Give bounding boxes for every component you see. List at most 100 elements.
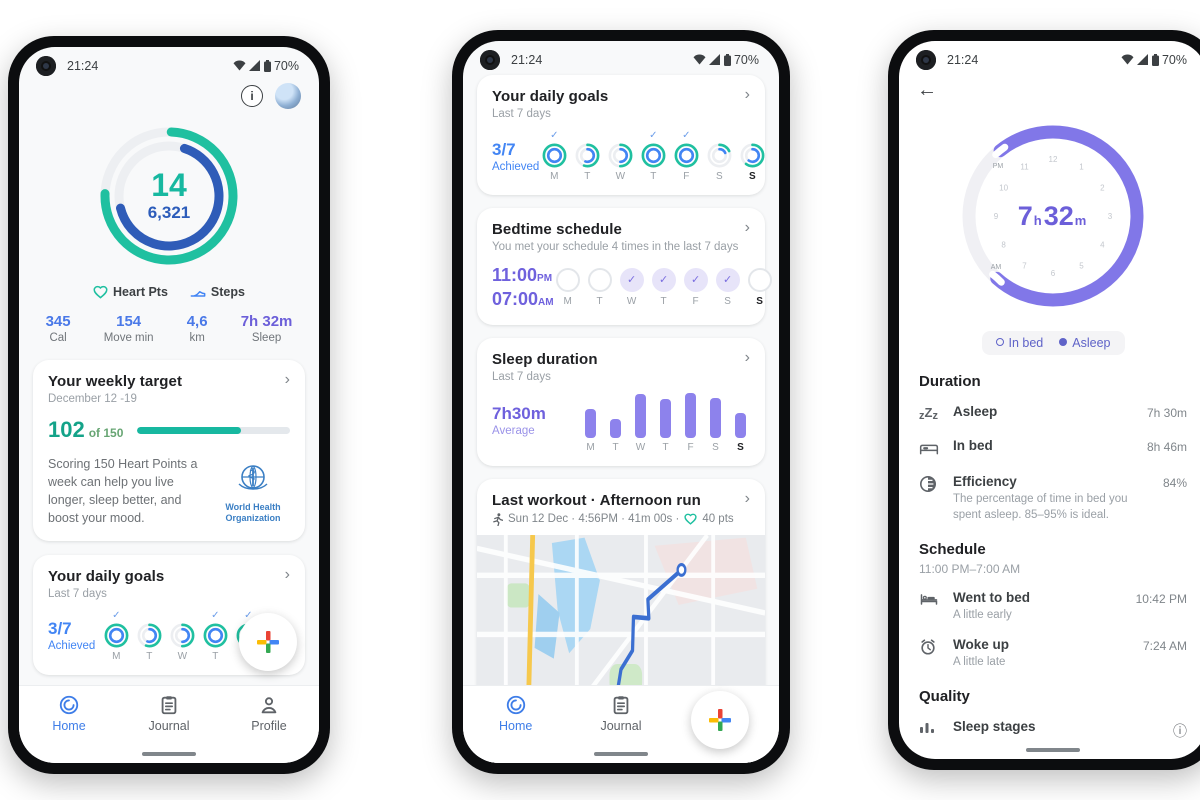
stats-row: 345 Cal 154 Move min 4,6 km 7h 32m Sleep [19,313,319,344]
workout-map[interactable] [477,534,765,763]
nav-home[interactable]: Home [19,694,119,733]
goal-ring [104,623,129,647]
legend-steps-label: Steps [210,285,245,299]
asleep-row[interactable]: zZz Asleep 7h 30m [919,404,1187,424]
went-to-bed-icon [919,590,953,612]
nav-home[interactable]: Home [463,694,568,733]
nav-profile[interactable]: Profile [219,694,319,733]
in-bed-row[interactable]: In bed 8h 46m [919,438,1187,460]
sleep-bar: W [635,389,646,453]
nav-journal-label: Journal [600,719,642,733]
clock-number: 9 [994,212,999,221]
goal-day[interactable]: ✓ F [671,130,701,182]
went-to-bed-row[interactable]: Went to bed A little early 10:42 PM [919,590,1187,623]
bedtime-title: Bedtime schedule [492,221,622,238]
nav-journal[interactable]: Journal [119,694,219,733]
goal-day[interactable]: ✓ S [704,130,734,182]
woke-up-row[interactable]: Woke up A little late 7:24 AM [919,637,1187,670]
bedtime-day-label: T [596,295,603,307]
sleep-clock: 12 1 2 3 4 5 6 7 8 9 10 11 PM AM 7 h 32 m [948,111,1158,321]
goal-check-icon: ✓ [112,609,121,621]
goal-check-icon: ✓ [550,130,559,141]
goal-day[interactable]: ✓ W [605,130,635,182]
in-bed-dot [995,338,1004,346]
goals-score-value: 3/7 [48,619,72,638]
sleep-bar-fill [735,412,746,438]
efficiency-row[interactable]: Efficiency The percentage of time in bed… [919,474,1187,523]
goal-day[interactable]: ✓ T [572,130,602,182]
goal-day-label: W [177,650,188,662]
bedtime-cap [992,143,1009,159]
bottom-nav: Home Journal Profile [19,685,319,763]
add-fab-button[interactable] [239,613,297,671]
sleep-minutes-unit: m [1074,212,1087,228]
route-start-marker [676,562,687,577]
bedtime-day[interactable]: M [554,267,582,307]
sleep-duration-card[interactable]: Sleep duration › Last 7 days 7h30m Avera… [477,337,765,466]
goal-day-label: F [683,171,690,182]
status-bar: 21:24 70% [899,41,1200,69]
who-emblem-icon [238,465,268,491]
weekly-target-card[interactable]: Your weekly target › December 12 -19 102… [33,360,305,541]
goal-day[interactable]: ✓ M [101,610,131,662]
info-icon[interactable]: i [241,85,263,107]
phone-frame-2: 21:24 70% Your daily goals › Last 7 days… [452,30,790,774]
sleep-stages-row[interactable]: Sleep stages ⓘ [919,719,1187,741]
phone3-screen: 21:24 70% ← 12 1 2 3 4 5 6 7 8 9 10 11 PM AM [899,41,1200,759]
goal-check-icon: ✓ [244,609,253,621]
bedtime-day[interactable]: ✓ S [714,267,742,307]
stat-sleep[interactable]: 7h 32m Sleep [241,313,293,344]
goal-day[interactable]: ✓ S [737,130,767,182]
goals-score-label: Achieved [492,160,540,173]
stat-cal[interactable]: 345 Cal [46,313,71,344]
goal-day[interactable]: ✓ T [638,130,668,182]
back-button[interactable]: ← [917,79,937,101]
bedtime-day-circle: ✓ [683,267,708,292]
battery-percent: 70% [1161,52,1187,67]
goal-day[interactable]: ✓ M [539,130,569,182]
bedtime-day[interactable]: ✓ T [650,267,678,307]
goal-ring [608,143,633,168]
avatar[interactable] [275,83,301,109]
quality-title: Quality [919,688,970,706]
activity-rings[interactable]: 14 6,321 [84,111,254,281]
am-label: AM [991,264,1002,271]
wifi-icon [233,60,246,71]
daily-goals-card[interactable]: Your daily goals › Last 7 days 3/7 Achie… [477,75,765,195]
clock-number: 11 [1020,163,1029,172]
bedtime-day[interactable]: ✓ F [682,267,710,307]
rings-legend: Heart Pts Steps [19,285,319,299]
pm-label: PM [993,163,1004,170]
row-value: 7h 30m [1146,406,1187,420]
info-icon[interactable]: ⓘ [1173,723,1187,740]
row-subtext: The percentage of time in bed you spent … [953,493,1128,522]
wifi-icon [693,54,706,65]
battery-icon [1151,53,1159,66]
goal-check-icon: ✓ [211,609,220,621]
bedtime-day[interactable]: T [586,267,614,307]
goal-day[interactable]: ✓ T [200,610,230,662]
goal-day-label: T [584,171,591,182]
nav-journal[interactable]: Journal [568,694,673,733]
row-value: 10:42 PM [1135,592,1187,607]
goal-day[interactable]: ✓ T [134,610,164,662]
clock-number: 3 [1108,212,1113,221]
profile-icon [261,697,277,714]
stat-value: 345 [45,313,71,330]
chevron-right-icon: › [284,371,290,388]
bedtime-schedule-card[interactable]: Bedtime schedule › You met your schedule… [477,208,772,325]
camera-hole [36,56,56,76]
last-workout-card[interactable]: Last workout · Afternoon run › Sun 12 De… [477,478,765,763]
camera-hole [916,50,936,70]
row-label: Went to bed [953,590,1030,606]
bedtime-day-label: M [563,295,572,307]
add-fab-button[interactable] [691,691,749,749]
bedtime-day[interactable]: ✓ W [618,267,646,307]
steps-value: 6,321 [147,203,191,222]
stat-km[interactable]: 4,6 km [187,313,208,344]
goal-day-label: T [146,650,153,662]
bedtime-day[interactable]: S [746,267,774,307]
status-time: 21:24 [947,52,979,67]
goal-day[interactable]: ✓ W [167,610,197,662]
stat-move-min[interactable]: 154 Move min [104,313,154,344]
